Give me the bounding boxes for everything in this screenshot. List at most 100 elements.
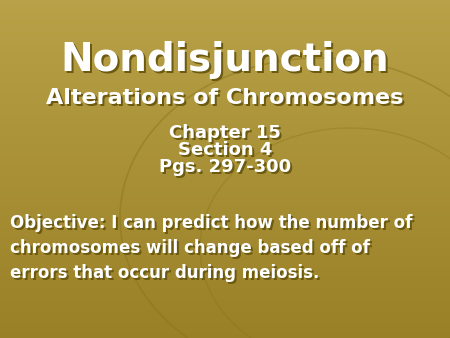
Bar bbox=[0, 298, 450, 299]
Bar bbox=[0, 183, 450, 184]
Bar bbox=[0, 157, 450, 158]
Bar bbox=[0, 140, 450, 141]
Text: Alterations of Chromosomes: Alterations of Chromosomes bbox=[48, 90, 406, 110]
Text: Nondisjunction: Nondisjunction bbox=[63, 43, 392, 81]
Bar bbox=[0, 123, 450, 124]
Bar bbox=[0, 215, 450, 216]
Bar bbox=[0, 86, 450, 87]
Bar bbox=[0, 57, 450, 58]
Text: Objective: I can predict how the number of
chromosomes will change based off of
: Objective: I can predict how the number … bbox=[10, 214, 412, 282]
Bar bbox=[0, 54, 450, 55]
Bar bbox=[0, 8, 450, 9]
Bar bbox=[0, 189, 450, 190]
Bar bbox=[0, 90, 450, 91]
Bar bbox=[0, 261, 450, 262]
Bar bbox=[0, 89, 450, 90]
Bar bbox=[0, 186, 450, 187]
Bar bbox=[0, 216, 450, 217]
Bar bbox=[0, 217, 450, 218]
Bar bbox=[0, 68, 450, 69]
Bar bbox=[0, 136, 450, 137]
Bar bbox=[0, 299, 450, 300]
Bar bbox=[0, 309, 450, 310]
Bar bbox=[0, 238, 450, 239]
Bar bbox=[0, 61, 450, 62]
Bar bbox=[0, 209, 450, 210]
Bar bbox=[0, 24, 450, 25]
Bar bbox=[0, 94, 450, 95]
Bar bbox=[0, 171, 450, 172]
Bar bbox=[0, 88, 450, 89]
Bar bbox=[0, 155, 450, 156]
Bar bbox=[0, 40, 450, 41]
Bar bbox=[0, 82, 450, 83]
Bar bbox=[0, 233, 450, 234]
Bar bbox=[0, 158, 450, 159]
Bar bbox=[0, 228, 450, 229]
Bar bbox=[0, 221, 450, 222]
Bar bbox=[0, 176, 450, 177]
Bar bbox=[0, 99, 450, 100]
Bar bbox=[0, 93, 450, 94]
Bar bbox=[0, 45, 450, 46]
Bar bbox=[0, 194, 450, 195]
Bar bbox=[0, 97, 450, 98]
Bar bbox=[0, 296, 450, 297]
Bar bbox=[0, 19, 450, 20]
Bar bbox=[0, 266, 450, 267]
Bar bbox=[0, 198, 450, 199]
Bar bbox=[0, 38, 450, 39]
Bar bbox=[0, 70, 450, 71]
Bar bbox=[0, 118, 450, 119]
Bar bbox=[0, 2, 450, 3]
Bar bbox=[0, 95, 450, 96]
Bar bbox=[0, 187, 450, 188]
Text: Section 4: Section 4 bbox=[180, 143, 274, 161]
Bar bbox=[0, 3, 450, 4]
Bar bbox=[0, 230, 450, 231]
Bar bbox=[0, 286, 450, 287]
Bar bbox=[0, 46, 450, 47]
Bar bbox=[0, 166, 450, 167]
Bar bbox=[0, 201, 450, 202]
Bar bbox=[0, 239, 450, 240]
Bar bbox=[0, 29, 450, 30]
Bar bbox=[0, 154, 450, 155]
Bar bbox=[0, 160, 450, 161]
Bar bbox=[0, 16, 450, 17]
Bar bbox=[0, 134, 450, 135]
Bar bbox=[0, 181, 450, 182]
Bar bbox=[0, 229, 450, 230]
Bar bbox=[0, 316, 450, 317]
Bar bbox=[0, 193, 450, 194]
Bar bbox=[0, 303, 450, 304]
Bar bbox=[0, 26, 450, 27]
Bar bbox=[0, 249, 450, 250]
Bar bbox=[0, 325, 450, 326]
Bar bbox=[0, 53, 450, 54]
Bar bbox=[0, 42, 450, 43]
Bar bbox=[0, 211, 450, 212]
Bar bbox=[0, 122, 450, 123]
Bar bbox=[0, 162, 450, 163]
Bar bbox=[0, 72, 450, 73]
Bar bbox=[0, 245, 450, 246]
Bar bbox=[0, 234, 450, 235]
Bar bbox=[0, 92, 450, 93]
Bar bbox=[0, 156, 450, 157]
Bar bbox=[0, 128, 450, 129]
Bar bbox=[0, 161, 450, 162]
Bar bbox=[0, 232, 450, 233]
Bar bbox=[0, 280, 450, 281]
Bar bbox=[0, 41, 450, 42]
Bar bbox=[0, 104, 450, 105]
Bar bbox=[0, 1, 450, 2]
Bar bbox=[0, 331, 450, 332]
Bar bbox=[0, 14, 450, 15]
Bar bbox=[0, 231, 450, 232]
Bar bbox=[0, 74, 450, 75]
Text: Section 4: Section 4 bbox=[178, 141, 272, 159]
Bar bbox=[0, 312, 450, 313]
Bar bbox=[0, 263, 450, 264]
Bar bbox=[0, 182, 450, 183]
